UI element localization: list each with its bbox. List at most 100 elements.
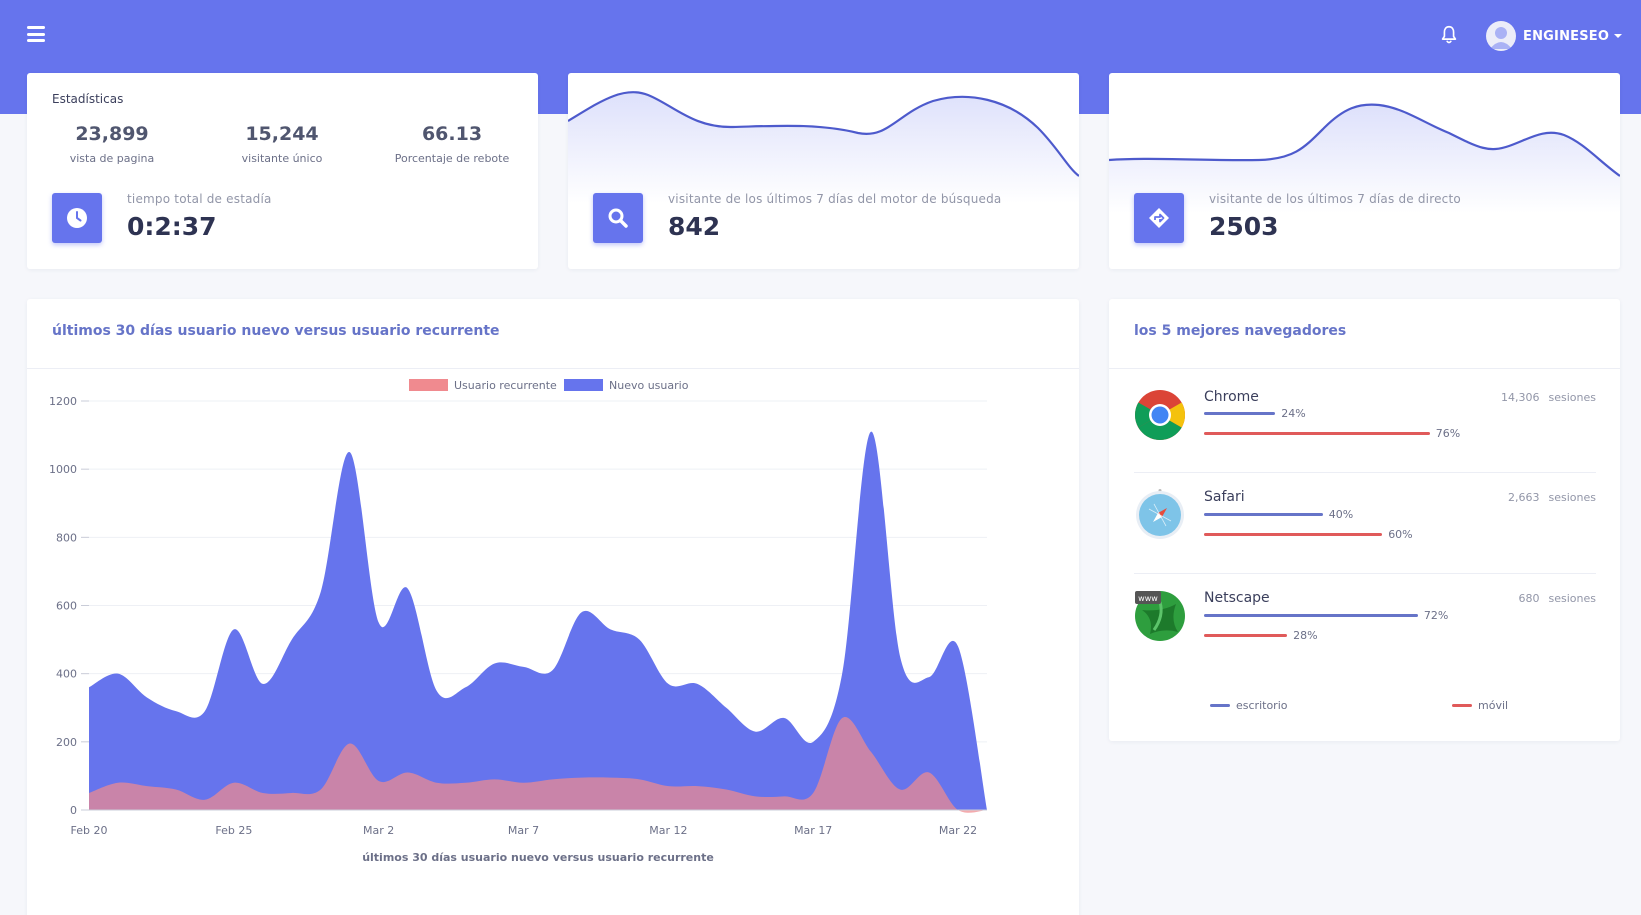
desktop-bar-row: 40% [1204,507,1354,521]
mobile-bar-row: 28% [1204,628,1318,642]
x-tick-label: Mar 22 [939,824,977,837]
legend-label: móvil [1478,699,1509,712]
card-header [1109,299,1620,369]
legend-swatch [409,379,448,391]
session-unit: sesiones [1548,491,1597,504]
desktop-bar-row: 72% [1204,608,1449,622]
session-count: 680 sesiones [1519,592,1597,605]
stat-page-views: 23,899 vista de pagina [27,123,197,165]
stat-label: Porcentaje de rebote [394,152,510,165]
card-title: últimos 30 días usuario nuevo versus usu… [52,323,500,339]
browser-name: Chrome [1204,389,1259,405]
card-header [27,299,1079,369]
y-tick-label: 400 [56,668,77,681]
browser-name: Netscape [1204,590,1270,606]
user-name: ENGINESEO [1523,28,1610,44]
avatar [1486,21,1516,51]
clock-icon [67,208,87,228]
chevron-down-icon [1614,34,1623,38]
safari-logo-icon [1136,489,1184,539]
info-label: visitante de los últimos 7 días de direc… [1209,192,1461,206]
y-tick-label: 200 [56,736,77,749]
x-tick-label: Mar 7 [508,824,539,837]
search-icon-box [593,193,643,243]
session-value: 14,306 [1501,391,1540,404]
browser-name: Safari [1204,489,1245,505]
desktop-bar-row: 24% [1204,406,1306,420]
x-axis-label: últimos 30 días usuario nuevo versus usu… [362,851,714,864]
stats-title: Estadísticas [52,92,124,106]
stat-label: vista de pagina [69,152,155,165]
y-tick-label: 1200 [49,395,77,408]
stats-card: Estadísticas 23,899 vista de pagina 15,2… [27,73,538,269]
area-chart: 0 200 400 600 800 1000 1200 Feb 20 Feb 25 Mar 2 Ma… [49,379,987,864]
stat-value: 15,244 [245,123,319,145]
legend-line [1210,704,1230,707]
mobile-pct: 76% [1435,426,1461,440]
x-tick-label: Mar 12 [649,824,687,837]
search-visitors-card: visitante de los últimos 7 días del moto… [568,73,1079,269]
stat-bounce-rate: 66.13 Porcentaje de rebote [367,123,537,165]
mobile-bar [1204,532,1383,536]
mobile-pct: 60% [1388,527,1413,541]
search-icon [608,208,628,228]
y-tick-label: 1000 [49,463,77,476]
info-value: 2503 [1209,212,1279,241]
legend-label: Usuario recurrente [454,379,557,392]
direction-sign-icon [1149,208,1169,228]
session-count: 2,663 sesiones [1508,491,1596,504]
mobile-bar [1204,633,1288,637]
info-label: tiempo total de estadía [127,192,272,206]
info-value: 842 [668,212,721,241]
legend-label: Nuevo usuario [609,379,689,392]
desktop-bar [1204,512,1323,516]
desktop-pct: 40% [1328,507,1354,521]
session-value: 680 [1518,592,1540,605]
mobile-bar-row: 60% [1204,527,1413,541]
netscape-logo-icon: www [1135,591,1185,641]
desktop-pct: 24% [1281,406,1306,420]
legend-mobile: móvil [1452,699,1508,712]
desktop-bar [1204,613,1418,617]
desktop-pct: 72% [1423,608,1449,622]
x-tick-label: Feb 20 [71,824,108,837]
stat-value: 23,899 [75,123,149,145]
clock-icon-box [52,193,102,243]
card-title: los 5 mejores navegadores [1134,323,1347,339]
session-unit: sesiones [1548,391,1597,404]
top-browsers-card: los 5 mejores navegadores Chrome 14,306 s… [1109,299,1620,741]
y-tick-label: 800 [56,531,77,544]
stat-label: visitante único [241,152,323,165]
direction-icon-box [1134,193,1184,243]
session-count: 14,306 sesiones [1501,391,1596,404]
mobile-pct: 28% [1293,628,1318,642]
legend-label: escritorio [1236,699,1288,712]
session-value: 2,663 [1508,491,1540,504]
search-sparkline [568,91,1079,203]
y-tick-label: 0 [70,804,77,817]
netscape-logo-text: www [1138,594,1158,603]
direct-sparkline [1109,103,1620,213]
desktop-bar [1204,411,1276,415]
mobile-bar [1204,431,1430,435]
x-tick-label: Mar 2 [363,824,394,837]
series-area-returning [89,716,987,813]
chrome-logo-icon [1135,390,1185,440]
legend-swatch [564,379,603,391]
stat-value: 66.13 [421,123,483,145]
x-tick-label: Feb 25 [215,824,252,837]
info-value: 0:2:37 [127,212,217,241]
series-area-new [89,431,987,810]
bell-icon[interactable] [1438,24,1460,46]
legend-desktop: escritorio [1210,699,1287,712]
stat-unique-visitors: 15,244 visitante único [197,123,367,165]
info-label: visitante de los últimos 7 días del moto… [668,192,1002,206]
legend-line [1452,704,1472,707]
mobile-bar-row: 76% [1204,426,1461,440]
user-menu[interactable]: ENGINESEO [1486,20,1623,52]
x-tick-label: Mar 17 [794,824,832,837]
hamburger-menu-icon[interactable] [27,26,45,42]
session-unit: sesiones [1548,592,1597,605]
divider [1134,573,1596,574]
new-vs-returning-card: últimos 30 días usuario nuevo versus usu… [27,299,1079,915]
